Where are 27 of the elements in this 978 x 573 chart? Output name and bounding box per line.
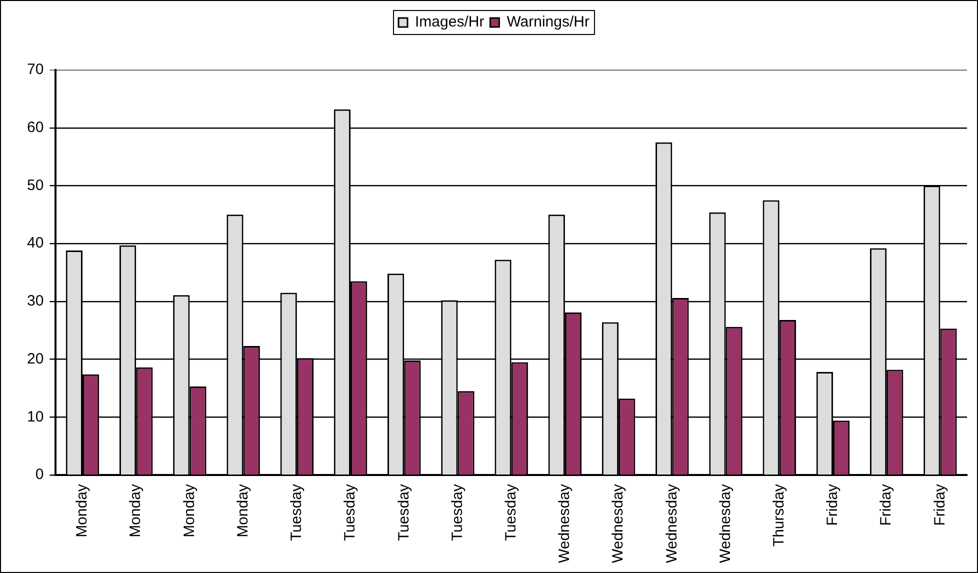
x-tick-label: Thursday (770, 484, 788, 547)
y-tick-label: 0 (35, 466, 44, 484)
x-tick-label: Tuesday (502, 484, 520, 542)
x-tick-label: Tuesday (395, 484, 412, 542)
x-tick-label: Friday (931, 484, 948, 526)
y-tick-label: 30 (26, 292, 44, 310)
legend-label: Warnings/Hr (506, 14, 590, 31)
x-tick-label: Wednesday (716, 484, 734, 564)
x-tick-label: Wednesday (610, 484, 627, 564)
y-tick-label: 50 (26, 176, 44, 194)
x-tick-label: Tuesday (448, 484, 466, 542)
y-tick-label: 60 (26, 119, 44, 136)
y-tick-label: 20 (26, 350, 44, 368)
x-tick-label: Friday (824, 484, 842, 526)
x-tick-label: Monday (127, 484, 144, 538)
x-tick-label: Monday (74, 484, 91, 538)
legend-label: Images/Hr (415, 14, 484, 31)
x-tick-label: Wednesday (663, 484, 680, 564)
x-tick-label: Tuesday (342, 484, 359, 542)
x-tick-label: Monday (180, 484, 198, 538)
x-tick-label: Wednesday (556, 484, 574, 564)
y-tick-label: 70 (26, 61, 44, 78)
x-tick-label: Tuesday (288, 484, 306, 542)
y-tick-label: 40 (26, 234, 44, 252)
x-tick-label: Friday (878, 484, 895, 526)
y-tick-label: 10 (26, 408, 44, 426)
x-tick-label: Monday (234, 484, 252, 538)
